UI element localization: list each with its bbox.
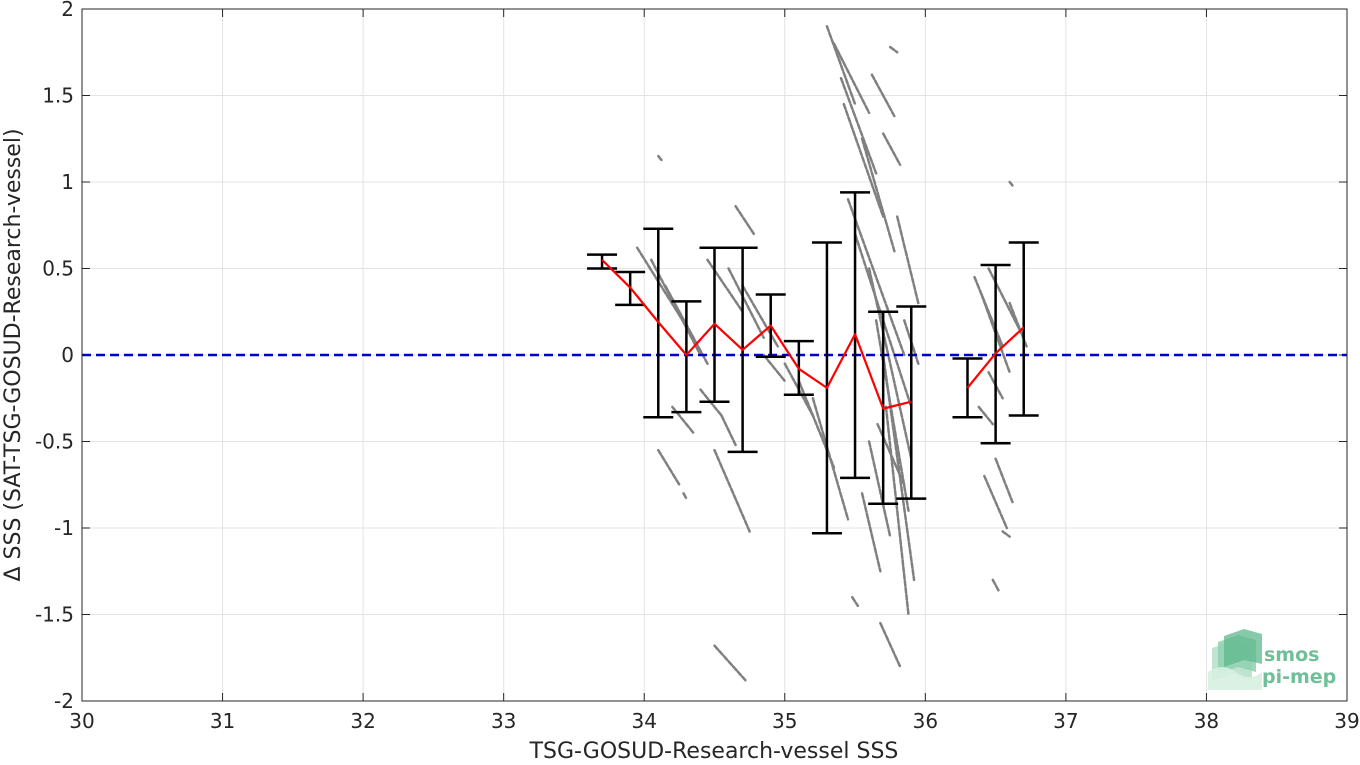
scatter-point-trail — [895, 215, 920, 305]
scatter-point-trail — [983, 474, 1009, 530]
scatter-point-trail — [867, 440, 892, 538]
scatter-point-trail — [762, 353, 787, 383]
scatter-point-trail — [1001, 530, 1011, 538]
y-tick-label: 0 — [61, 343, 74, 367]
scatter-point-trail — [720, 414, 737, 447]
scatter-point-trail — [811, 397, 850, 521]
scatter-point-trail — [825, 25, 857, 106]
y-tick-label: 0.5 — [42, 257, 74, 281]
scatter-point-trail — [888, 45, 899, 54]
scatter-point-trail — [870, 73, 896, 118]
smos-pi-mep-logo: smos pi-mep — [1208, 629, 1336, 690]
scatter-point-trail — [727, 267, 765, 339]
scatter-point-trail — [850, 595, 860, 608]
scatter-point-trail — [860, 137, 896, 253]
error-bar — [671, 300, 702, 414]
scatter-point-trail — [879, 621, 902, 668]
y-tick-label: -0.5 — [35, 430, 74, 454]
scatter-point-trail — [1008, 180, 1014, 187]
scatter-point-trail — [881, 353, 916, 582]
x-tick-label: 37 — [1053, 709, 1078, 733]
scatter-point-trail — [713, 644, 747, 682]
scatter-point-trail — [881, 132, 902, 166]
scatter-points — [635, 25, 1028, 682]
x-tick-label: 34 — [631, 709, 656, 733]
y-tick-label: -2 — [54, 689, 74, 713]
x-tick-label: 33 — [491, 709, 516, 733]
x-tick-label: 30 — [69, 709, 94, 733]
scatter-point-trail — [860, 492, 882, 573]
logo-text-line1: smos — [1264, 644, 1319, 666]
logo-text-line2: pi-mep — [1262, 666, 1336, 688]
y-tick-label: -1.5 — [35, 603, 74, 627]
x-tick-label: 31 — [210, 709, 235, 733]
scatter-point-trail — [842, 102, 885, 218]
scatter-point-trail — [657, 448, 681, 486]
y-tick-label: 1 — [61, 170, 74, 194]
logo-wave-icon — [1208, 629, 1262, 690]
x-tick-label: 38 — [1194, 709, 1219, 733]
mean-line-series — [601, 259, 912, 410]
y-axis-label: Δ SSS (SAT-TSG-GOSUD-Research-vessel) — [1, 128, 26, 581]
scatter-point-trail — [884, 405, 910, 616]
scatter-point-trail — [713, 448, 751, 533]
y-tick-labels: -2 -1.5 -1 -0.5 0 0.5 1 1.5 2 — [35, 0, 74, 713]
scatter-point-trail — [846, 198, 906, 357]
error-bar — [1008, 241, 1039, 417]
x-tick-labels: 30 31 32 33 34 35 36 37 38 39 — [69, 709, 1359, 733]
y-tick-label: -1 — [54, 516, 74, 540]
mean-lines — [601, 259, 1025, 410]
x-tick-label: 36 — [913, 709, 938, 733]
y-tick-label: 2 — [61, 0, 74, 21]
scatter-point-trail — [682, 492, 688, 500]
scatter-point-trail — [734, 204, 756, 236]
scatter-point-trail — [977, 405, 995, 426]
x-tick-label: 32 — [350, 709, 375, 733]
scatter-point-trail — [832, 42, 871, 115]
plot-frame — [81, 8, 1348, 702]
scatter-point-trail — [994, 457, 1014, 504]
scatter-point-trail — [839, 76, 878, 175]
scatter-point-trail — [991, 578, 1000, 592]
x-tick-label: 39 — [1334, 709, 1359, 733]
x-tick-label: 35 — [772, 709, 797, 733]
scatter-point-trail — [657, 154, 664, 163]
x-axis-label: TSG-GOSUD-Research-vessel SSS — [529, 739, 899, 764]
mean-line-series — [966, 326, 1025, 389]
y-tick-label: 1.5 — [42, 84, 74, 108]
scatter-point-trail — [867, 267, 913, 461]
